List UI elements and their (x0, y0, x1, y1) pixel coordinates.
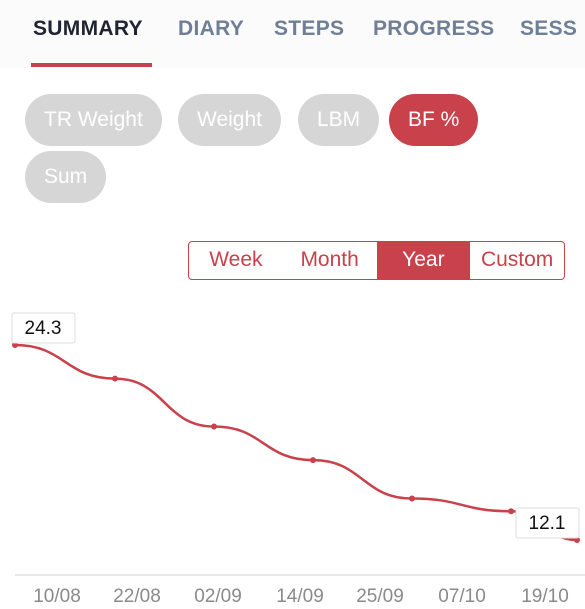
line (14, 343, 578, 542)
value-label-box (11, 312, 76, 344)
point (310, 457, 316, 464)
point (508, 508, 514, 515)
range-option[interactable]: Week (209, 248, 263, 271)
point (112, 375, 118, 382)
tab[interactable]: SUMMARY (33, 17, 143, 40)
tab[interactable]: DIARY (178, 17, 245, 40)
range-option[interactable]: Month (300, 248, 359, 271)
value-label: 24.3 (25, 318, 62, 339)
x-tick-label: 07/10 (438, 586, 486, 607)
filter-chip[interactable]: Sum (25, 151, 107, 203)
filter-chip[interactable]: Weight (178, 94, 281, 146)
x-tick-label: 22/08 (113, 586, 161, 607)
filter-chip[interactable]: BF % (389, 94, 479, 146)
filter-chip[interactable]: TR Weight (25, 94, 162, 146)
range-selector: Week Month Year Custom (188, 241, 565, 280)
tab-underline (31, 63, 152, 67)
tab[interactable]: PROGRESS (373, 17, 495, 40)
value-label-box (515, 507, 580, 539)
x-tick-label: 19/10 (521, 586, 569, 607)
point (409, 495, 415, 502)
point (211, 423, 217, 430)
tab[interactable]: SESS (520, 17, 578, 40)
x-tick-label: 14/09 (276, 586, 324, 607)
range-option[interactable]: Year (376, 242, 471, 279)
value-label: 12.1 (529, 513, 566, 534)
x-tick-label: 10/08 (33, 586, 81, 607)
filter-chip[interactable]: LBM (298, 94, 380, 146)
range-option[interactable]: Custom (480, 248, 554, 271)
x-tick-label: 02/09 (194, 586, 242, 607)
tab[interactable]: STEPS (274, 17, 345, 40)
x-tick-label: 25/09 (356, 586, 404, 607)
tab-bar: SUMMARY DIARY STEPS PROGRESS SESS (0, 0, 585, 68)
